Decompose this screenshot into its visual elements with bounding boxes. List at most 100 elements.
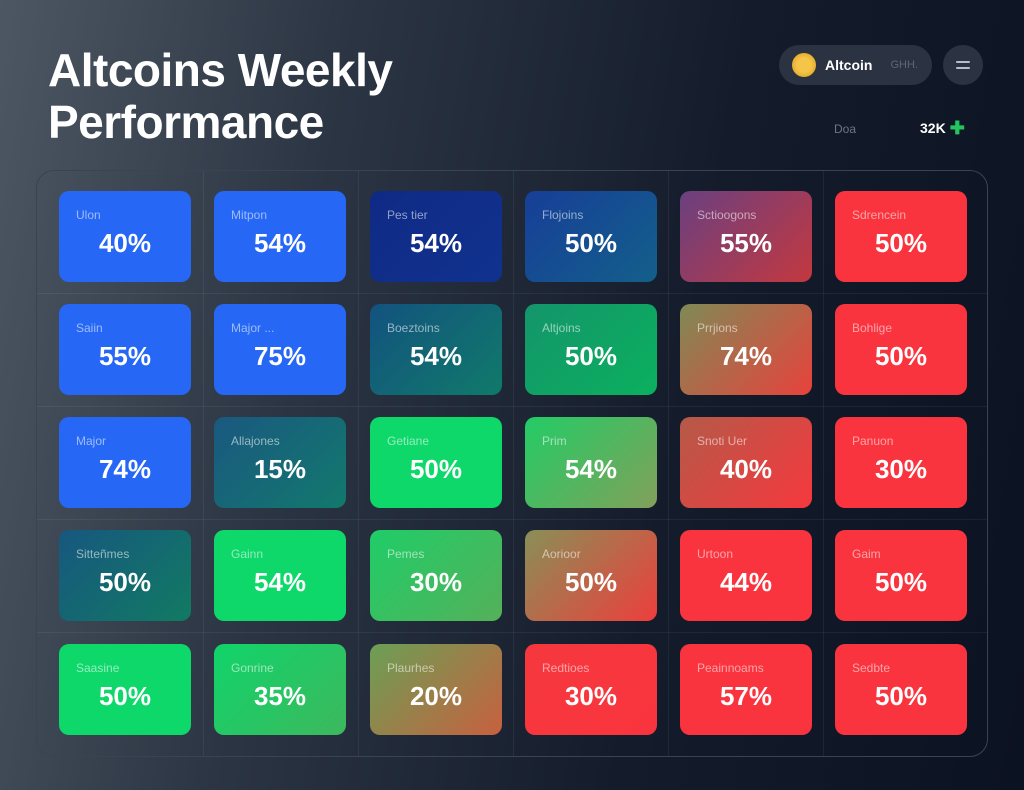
tile-value: 50% [874,341,928,371]
tile-label: Pes tier [387,208,428,222]
tile-label: Boeztoins [387,321,440,335]
heatmap-tile[interactable]: Sctioogons 55% [680,191,812,282]
tile-label: Saiin [76,321,103,335]
grid-line [358,171,359,756]
tile-value: 15% [253,454,307,484]
coin-name: Altcoin [825,57,873,73]
heatmap-tile[interactable]: Urtoon 44% [680,530,812,621]
tile-label: Flojoins [542,208,584,222]
grid-line [37,519,987,520]
stat-label: Doa [834,122,857,136]
heatmap-tile[interactable]: Sedbte 50% [835,644,967,735]
tile-value: 50% [874,567,928,597]
tile-label: Gainn [231,547,264,561]
tile-value: 55% [719,228,773,258]
heatmap-tile[interactable]: Prrjions 74% [680,304,812,395]
tile-value: 54% [564,454,618,484]
heatmap-tile[interactable]: Peainnoams 57% [680,644,812,735]
heatmap-tile[interactable]: Sitteñmes 50% [59,530,191,621]
heatmap-tile[interactable]: Altjoins 50% [525,304,657,395]
heatmap-tile[interactable]: Redtioes 30% [525,644,657,735]
grid-line [37,406,987,407]
menu-icon [956,61,970,63]
tile-value: 54% [409,228,463,258]
coin-icon [792,53,816,77]
grid-line [37,293,987,294]
tile-label: Snoti Uer [697,434,748,448]
tile-value: 54% [409,341,463,371]
heatmap-tile[interactable]: Saasine 50% [59,644,191,735]
heatmap-tile[interactable]: Mitpon 54% [214,191,346,282]
heatmap-tile[interactable]: Saiin 55% [59,304,191,395]
tile-label: Aorioor [542,547,581,561]
tile-value: 50% [564,228,618,258]
tile-label: Sitteñmes [76,547,130,561]
plus-icon: ✚ [949,118,965,138]
heatmap-tile[interactable]: Gonrine 35% [214,644,346,735]
heatmap-tile[interactable]: Pemes 30% [370,530,502,621]
tile-label: Bohlige [852,321,893,335]
page-title: Altcoins Weekly Performance [48,44,393,148]
stat-value: 32K ✚ [920,118,965,138]
heatmap-tile[interactable]: Getiane 50% [370,417,502,508]
heatmap-tile[interactable]: Major ... 75% [214,304,346,395]
heatmap-tile[interactable]: Aorioor 50% [525,530,657,621]
tile-value: 74% [719,341,773,371]
tile-label: Urtoon [697,547,734,561]
tile-label: Sdrencein [852,208,907,222]
coin-selector[interactable]: Altcoin GHH. [779,45,932,85]
tile-label: Gaim [852,547,881,561]
tile-label: Pemes [387,547,425,561]
menu-button[interactable] [943,45,983,85]
heatmap-tile[interactable]: Bohlige 50% [835,304,967,395]
tile-value: 50% [874,681,928,711]
tile-label: Prrjions [697,321,738,335]
grid-line [37,632,987,633]
tile-value: 50% [98,681,152,711]
tile-value: 50% [98,567,152,597]
tile-value: 40% [98,228,152,258]
heatmap-tile[interactable]: Prim 54% [525,417,657,508]
heatmap-tile[interactable]: Pes tier 54% [370,191,502,282]
tile-label: Peainnoams [697,661,764,675]
tile-value: 30% [409,567,463,597]
tile-label: Allajones [231,434,280,448]
tile-value: 40% [719,454,773,484]
heatmap-tile[interactable]: Panuon 30% [835,417,967,508]
coin-sub: GHH. [890,59,918,71]
grid-line [823,171,824,756]
heatmap-tile[interactable]: Sdrencein 50% [835,191,967,282]
heatmap-tile[interactable]: Boeztoins 54% [370,304,502,395]
tile-label: Prim [542,434,567,448]
tile-value: 74% [98,454,152,484]
heatmap-tile[interactable]: Snoti Uer 40% [680,417,812,508]
tile-label: Mitpon [231,208,268,222]
tile-label: Panuon [852,434,894,448]
tile-value: 75% [253,341,307,371]
heatmap-tile[interactable]: Allajones 15% [214,417,346,508]
grid-line [513,171,514,756]
tile-value: 50% [564,341,618,371]
heatmap-grid: Ulon 40% Mitpon 54% Pes tier 54% Flojoins 50% Sc… [36,170,988,757]
heatmap-tile[interactable]: Gaim 50% [835,530,967,621]
tile-label: Saasine [76,661,120,675]
tile-value: 35% [253,681,307,711]
tile-value: 54% [253,567,307,597]
tile-label: Major ... [231,321,275,335]
tile-label: Sctioogons [697,208,757,222]
tile-value: 30% [874,454,928,484]
heatmap-tile[interactable]: Plaurhes 20% [370,644,502,735]
tile-label: Sedbte [852,661,891,675]
tile-value: 50% [564,567,618,597]
tile-value: 55% [98,341,152,371]
tile-label: Getiane [387,434,430,448]
tile-label: Ulon [76,208,101,222]
tile-label: Redtioes [542,661,590,675]
tile-label: Altjoins [542,321,581,335]
heatmap-tile[interactable]: Gainn 54% [214,530,346,621]
tile-label: Major [76,434,107,448]
tile-value: 57% [719,681,773,711]
heatmap-tile[interactable]: Major 74% [59,417,191,508]
heatmap-tile[interactable]: Ulon 40% [59,191,191,282]
heatmap-tile[interactable]: Flojoins 50% [525,191,657,282]
